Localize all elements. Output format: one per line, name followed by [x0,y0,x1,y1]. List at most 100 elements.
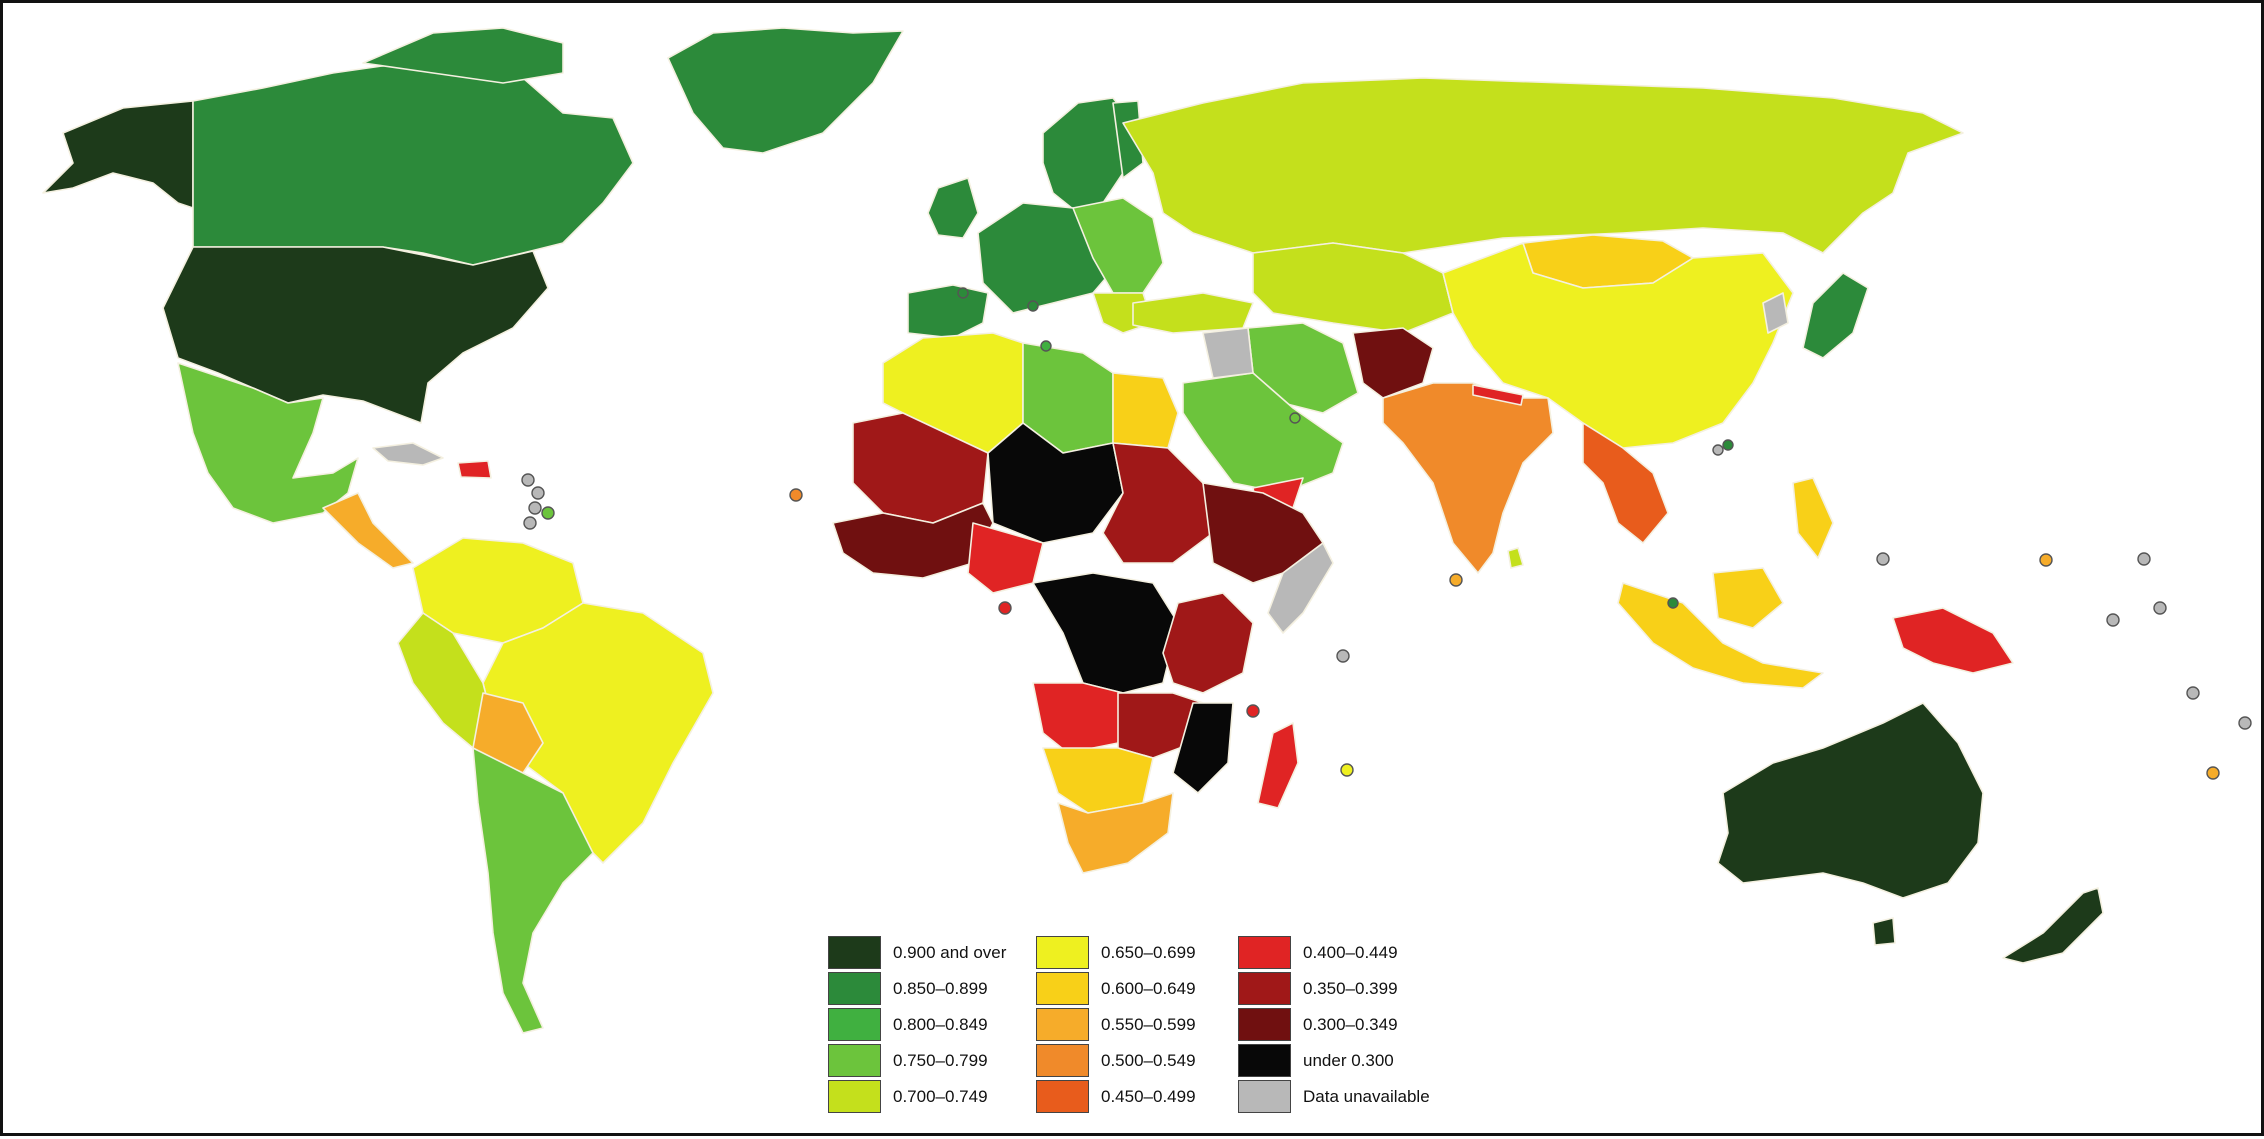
island-marker [1722,439,1734,451]
region-central-africa [1032,572,1179,694]
legend-label: 0.700–0.749 [893,1086,988,1106]
legend-item: 0.500–0.549 [1036,1044,1196,1077]
region-india [1382,382,1554,574]
region-east-africa [1162,592,1254,694]
legend-label: 0.400–0.449 [1303,942,1398,962]
legend-item: 0.900 and over [828,936,1006,969]
legend-swatch [828,936,881,969]
region-indonesia [1617,582,1824,689]
legend-label: 0.300–0.349 [1303,1014,1398,1034]
legend-label: Data unavailable [1303,1086,1430,1106]
island-marker [957,287,969,299]
legend-swatch [828,1080,881,1113]
legend-item: 0.750–0.799 [828,1044,988,1077]
legend-swatch [1238,1044,1291,1077]
region-sudan [1102,442,1214,564]
region-mexico [177,362,359,524]
island-marker [1040,340,1052,352]
region-afghanistan-pakistan [1352,327,1434,399]
island-marker [789,488,803,502]
region-greenland [667,27,904,154]
legend-swatch [1036,1044,1089,1077]
legend-item: 0.850–0.899 [828,972,988,1005]
region-philippines [1792,477,1834,559]
island-marker [1340,763,1354,777]
island-marker [2153,601,2167,615]
region-arctic-islands [362,27,564,84]
region-central-america [322,492,414,569]
legend-swatch [1036,1080,1089,1113]
region-russia [1122,77,1964,254]
island-marker [523,516,537,530]
legend-swatch [828,1008,881,1041]
region-alaska [42,100,194,209]
region-cuba [372,442,444,466]
legend-item: 0.350–0.399 [1238,972,1398,1005]
region-japan [1802,272,1869,359]
region-nigeria [967,522,1044,594]
island-marker [528,501,542,515]
region-nepal [1472,384,1524,406]
region-new-zealand [2002,887,2104,964]
legend-swatch [1238,1008,1291,1041]
island-marker [2106,613,2120,627]
region-egypt [1112,372,1179,449]
legend-swatch [1238,972,1291,1005]
island-marker [2137,552,2151,566]
region-south-africa [1057,792,1174,874]
region-tasmania [1872,917,1896,946]
legend-label: 0.600–0.649 [1101,978,1196,998]
region-eastern-europe [1072,197,1164,294]
region-arabia [1182,372,1344,494]
legend-label: 0.750–0.799 [893,1050,988,1070]
legend-item: 0.700–0.749 [828,1080,988,1113]
legend-label: 0.850–0.899 [893,978,988,998]
island-marker [1246,704,1260,718]
island-marker [2238,716,2252,730]
legend-label: 0.550–0.599 [1101,1014,1196,1034]
region-mozambique [1172,702,1234,794]
region-argentina-chile [472,747,594,1034]
region-papua-new-guinea [1892,607,2014,674]
legend: 0.900 and over 0.850–0.899 0.800–0.849 0.75… [828,936,1438,1121]
legend-swatch [1036,936,1089,969]
region-canada [192,57,634,266]
region-southeast-asia [1582,422,1669,544]
legend-item: 0.400–0.449 [1238,936,1398,969]
region-iraq-syria [1202,327,1254,379]
legend-item: 0.550–0.599 [1036,1008,1196,1041]
legend-label: 0.450–0.499 [1101,1086,1196,1106]
island-marker [1876,552,1890,566]
legend-swatch [1036,972,1089,1005]
island-marker [521,473,535,487]
island-marker [998,601,1012,615]
region-borneo [1712,567,1784,629]
island-marker [1336,649,1350,663]
legend-label: under 0.300 [1303,1050,1394,1070]
region-kazakhstan-central-asia [1252,242,1454,334]
legend-swatch [828,1044,881,1077]
legend-label: 0.650–0.699 [1101,942,1196,962]
legend-swatch [1238,1080,1291,1113]
world-map [42,27,2252,1034]
region-somalia [1267,542,1334,634]
region-sri-lanka [1507,547,1524,569]
island-marker [541,506,555,520]
legend-item: under 0.300 [1238,1044,1394,1077]
region-china [1442,242,1794,449]
island-marker [1289,412,1301,424]
region-norway-sweden [1042,97,1134,214]
legend-item: 0.650–0.699 [1036,936,1196,969]
island-marker [531,486,545,500]
legend-swatch [828,972,881,1005]
island-marker [1667,597,1679,609]
region-hispaniola [457,460,492,479]
legend-item: Data unavailable [1238,1080,1430,1113]
island-marker [1712,444,1724,456]
region-angola [1032,682,1124,754]
region-usa [162,246,549,424]
legend-label: 0.900 and over [893,942,1007,962]
legend-swatch [1238,936,1291,969]
region-turkey [1132,292,1254,334]
